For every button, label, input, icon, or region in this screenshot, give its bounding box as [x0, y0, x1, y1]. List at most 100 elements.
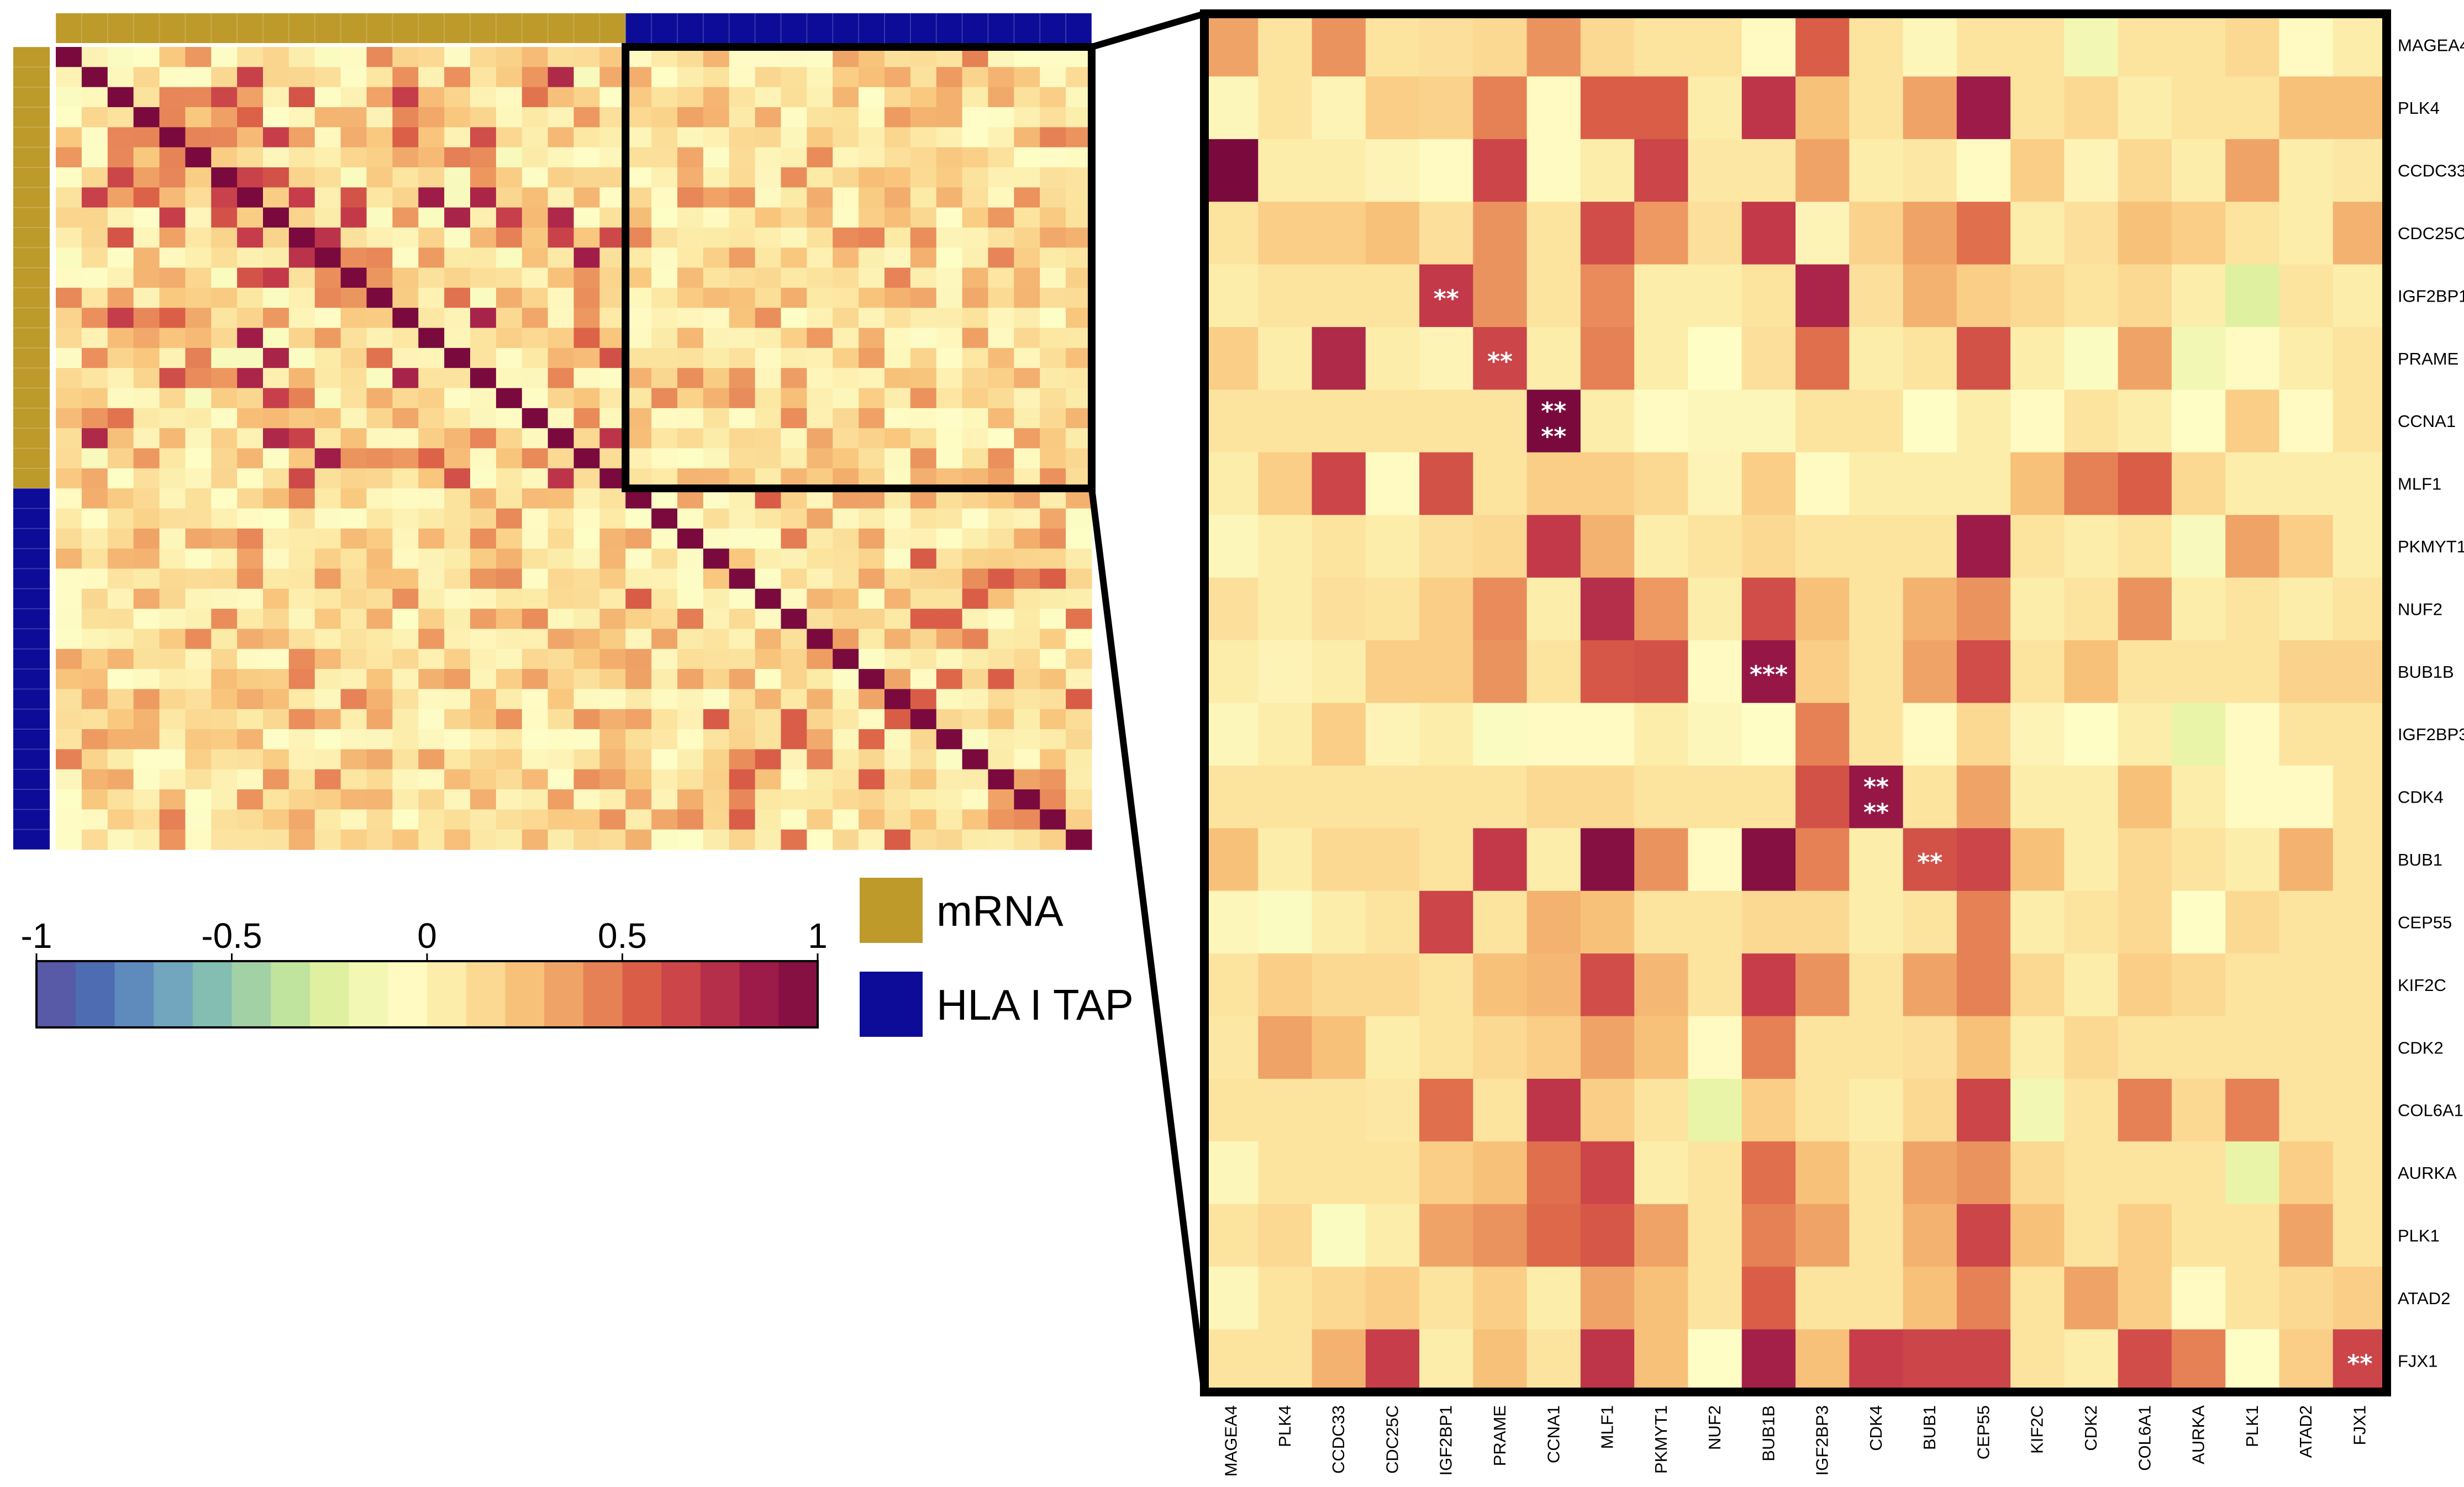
heatmap-cell: [1204, 139, 1259, 202]
overview-cell: [547, 549, 575, 570]
heatmap-cell: [1741, 452, 1796, 515]
overview-cell: [496, 287, 523, 308]
overview-cell: [781, 448, 807, 469]
overview-cell: [859, 789, 885, 810]
overview-cell: [755, 368, 782, 389]
overview-cell: [573, 709, 600, 730]
heatmap-cell: [2225, 1329, 2280, 1393]
overview-cell: [288, 87, 315, 108]
heatmap-cell: [2064, 327, 2119, 391]
overview-cell: [884, 287, 911, 308]
overview-cell: [366, 609, 393, 630]
overview-cell: [392, 769, 419, 790]
zoom-heatmap-frame: [1200, 9, 2391, 1396]
overview-cell: [314, 187, 341, 208]
heatmap-cell: [1796, 577, 1850, 641]
overview-cell: [1014, 328, 1040, 349]
overview-cell: [133, 267, 160, 288]
overview-cell: [625, 147, 652, 168]
heatmap-cell: [2279, 703, 2334, 766]
overview-cell: [366, 549, 393, 570]
overview-cell: [729, 127, 756, 148]
overview-cell: [651, 267, 678, 288]
overview-cell: [859, 167, 885, 188]
overview-cell: [962, 107, 989, 128]
overview-cell: [159, 308, 186, 329]
overview-cell: [703, 187, 730, 208]
overview-cell: [496, 428, 523, 449]
overview-cell: [237, 428, 264, 449]
overview-cell: [288, 769, 315, 790]
overview-cell: [496, 448, 523, 469]
heatmap-cell: [2279, 76, 2334, 140]
overview-cell: [755, 729, 782, 750]
overview-cell: [522, 568, 549, 589]
overview-cell: [81, 749, 108, 770]
heatmap-cell: [2010, 76, 2065, 140]
heatmap-cell: [2171, 389, 2226, 453]
heatmap-cell: [1849, 1078, 1904, 1142]
overview-cell: [496, 107, 523, 128]
top-annotation-hla-tap: [625, 13, 1092, 43]
overview-cell: [807, 287, 833, 308]
heatmap-cell: [2171, 76, 2226, 140]
overview-cell: [522, 187, 549, 208]
overview-cell: [444, 488, 471, 509]
overview-cell: [755, 428, 782, 449]
overview-cell: [547, 428, 575, 449]
overview-cell: [418, 689, 445, 710]
heatmap-cell: [1903, 765, 1957, 829]
heatmap-cell: [1796, 1329, 1850, 1393]
column-label: CCDC33: [1329, 1405, 1348, 1474]
overview-cell: [962, 809, 989, 830]
overview-cell: [988, 167, 1014, 188]
overview-cell: [936, 829, 963, 850]
overview-cell: [366, 187, 393, 208]
significance-label: **: [1863, 799, 1889, 827]
overview-cell: [781, 187, 807, 208]
overview-cell: [237, 308, 264, 329]
overview-cell: [185, 629, 212, 650]
overview-cell: [470, 408, 497, 429]
heatmap-cell: [1580, 139, 1635, 202]
overview-cell: [1040, 107, 1066, 128]
overview-cell: [237, 709, 264, 730]
overview-cell: [625, 308, 652, 329]
overview-cell: [366, 47, 393, 67]
overview-cell: [522, 709, 549, 730]
overview-cell: [703, 609, 730, 630]
overview-cell: [444, 609, 471, 630]
overview-cell: [185, 408, 212, 429]
overview-cell: [366, 368, 393, 389]
overview-cell: [910, 388, 937, 409]
overview-cell: [599, 809, 626, 830]
heatmap-cell: [1741, 1267, 1796, 1330]
overview-cell: [159, 789, 186, 810]
overview-cell: [133, 528, 160, 549]
heatmap-cell: [1580, 515, 1635, 578]
heatmap-cell: [1312, 452, 1366, 515]
overview-cell: [1040, 328, 1066, 349]
heatmap-cell: [1634, 202, 1689, 265]
overview-cell: [988, 749, 1014, 770]
overview-cell: [781, 829, 807, 850]
overview-cell: [496, 207, 523, 228]
overview-cell: [444, 47, 471, 67]
overview-cell: [755, 448, 782, 469]
overview-cell: [81, 368, 108, 389]
overview-cell: [314, 347, 341, 368]
overview-cell: [496, 528, 523, 549]
heatmap-cell: [2225, 890, 2280, 954]
overview-cell: [781, 549, 807, 570]
column-label: PKMYT1: [1651, 1405, 1671, 1474]
overview-cell: [729, 809, 756, 830]
overview-cell: [107, 67, 134, 88]
overview-cell: [988, 568, 1014, 589]
overview-cell: [418, 227, 445, 248]
overview-cell: [781, 308, 807, 329]
overview-cell: [547, 167, 575, 188]
overview-cell: [1066, 308, 1092, 329]
overview-cell: [237, 87, 264, 108]
overview-cell: [314, 107, 341, 128]
